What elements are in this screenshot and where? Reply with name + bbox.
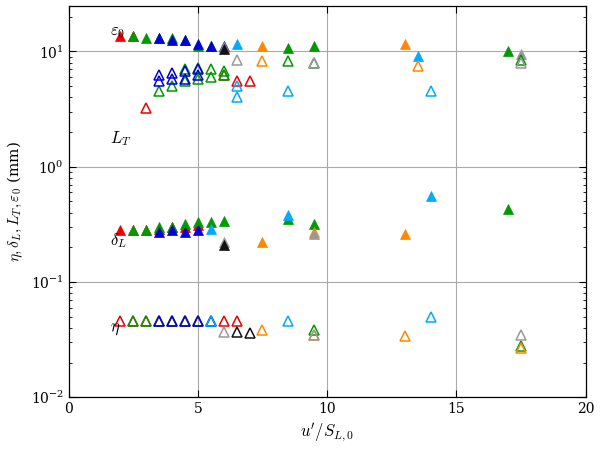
Y-axis label: $\eta, \delta_L, L_T, \varepsilon_0$ (mm): $\eta, \delta_L, L_T, \varepsilon_0$ (mm… [5,141,25,262]
Text: $\varepsilon_0$: $\varepsilon_0$ [110,22,125,40]
Text: $\delta_L$: $\delta_L$ [110,231,127,250]
Text: $L_T$: $L_T$ [110,129,131,148]
Text: $\eta$: $\eta$ [110,320,120,337]
X-axis label: $u'/S_{L,0}$: $u'/S_{L,0}$ [300,422,354,445]
